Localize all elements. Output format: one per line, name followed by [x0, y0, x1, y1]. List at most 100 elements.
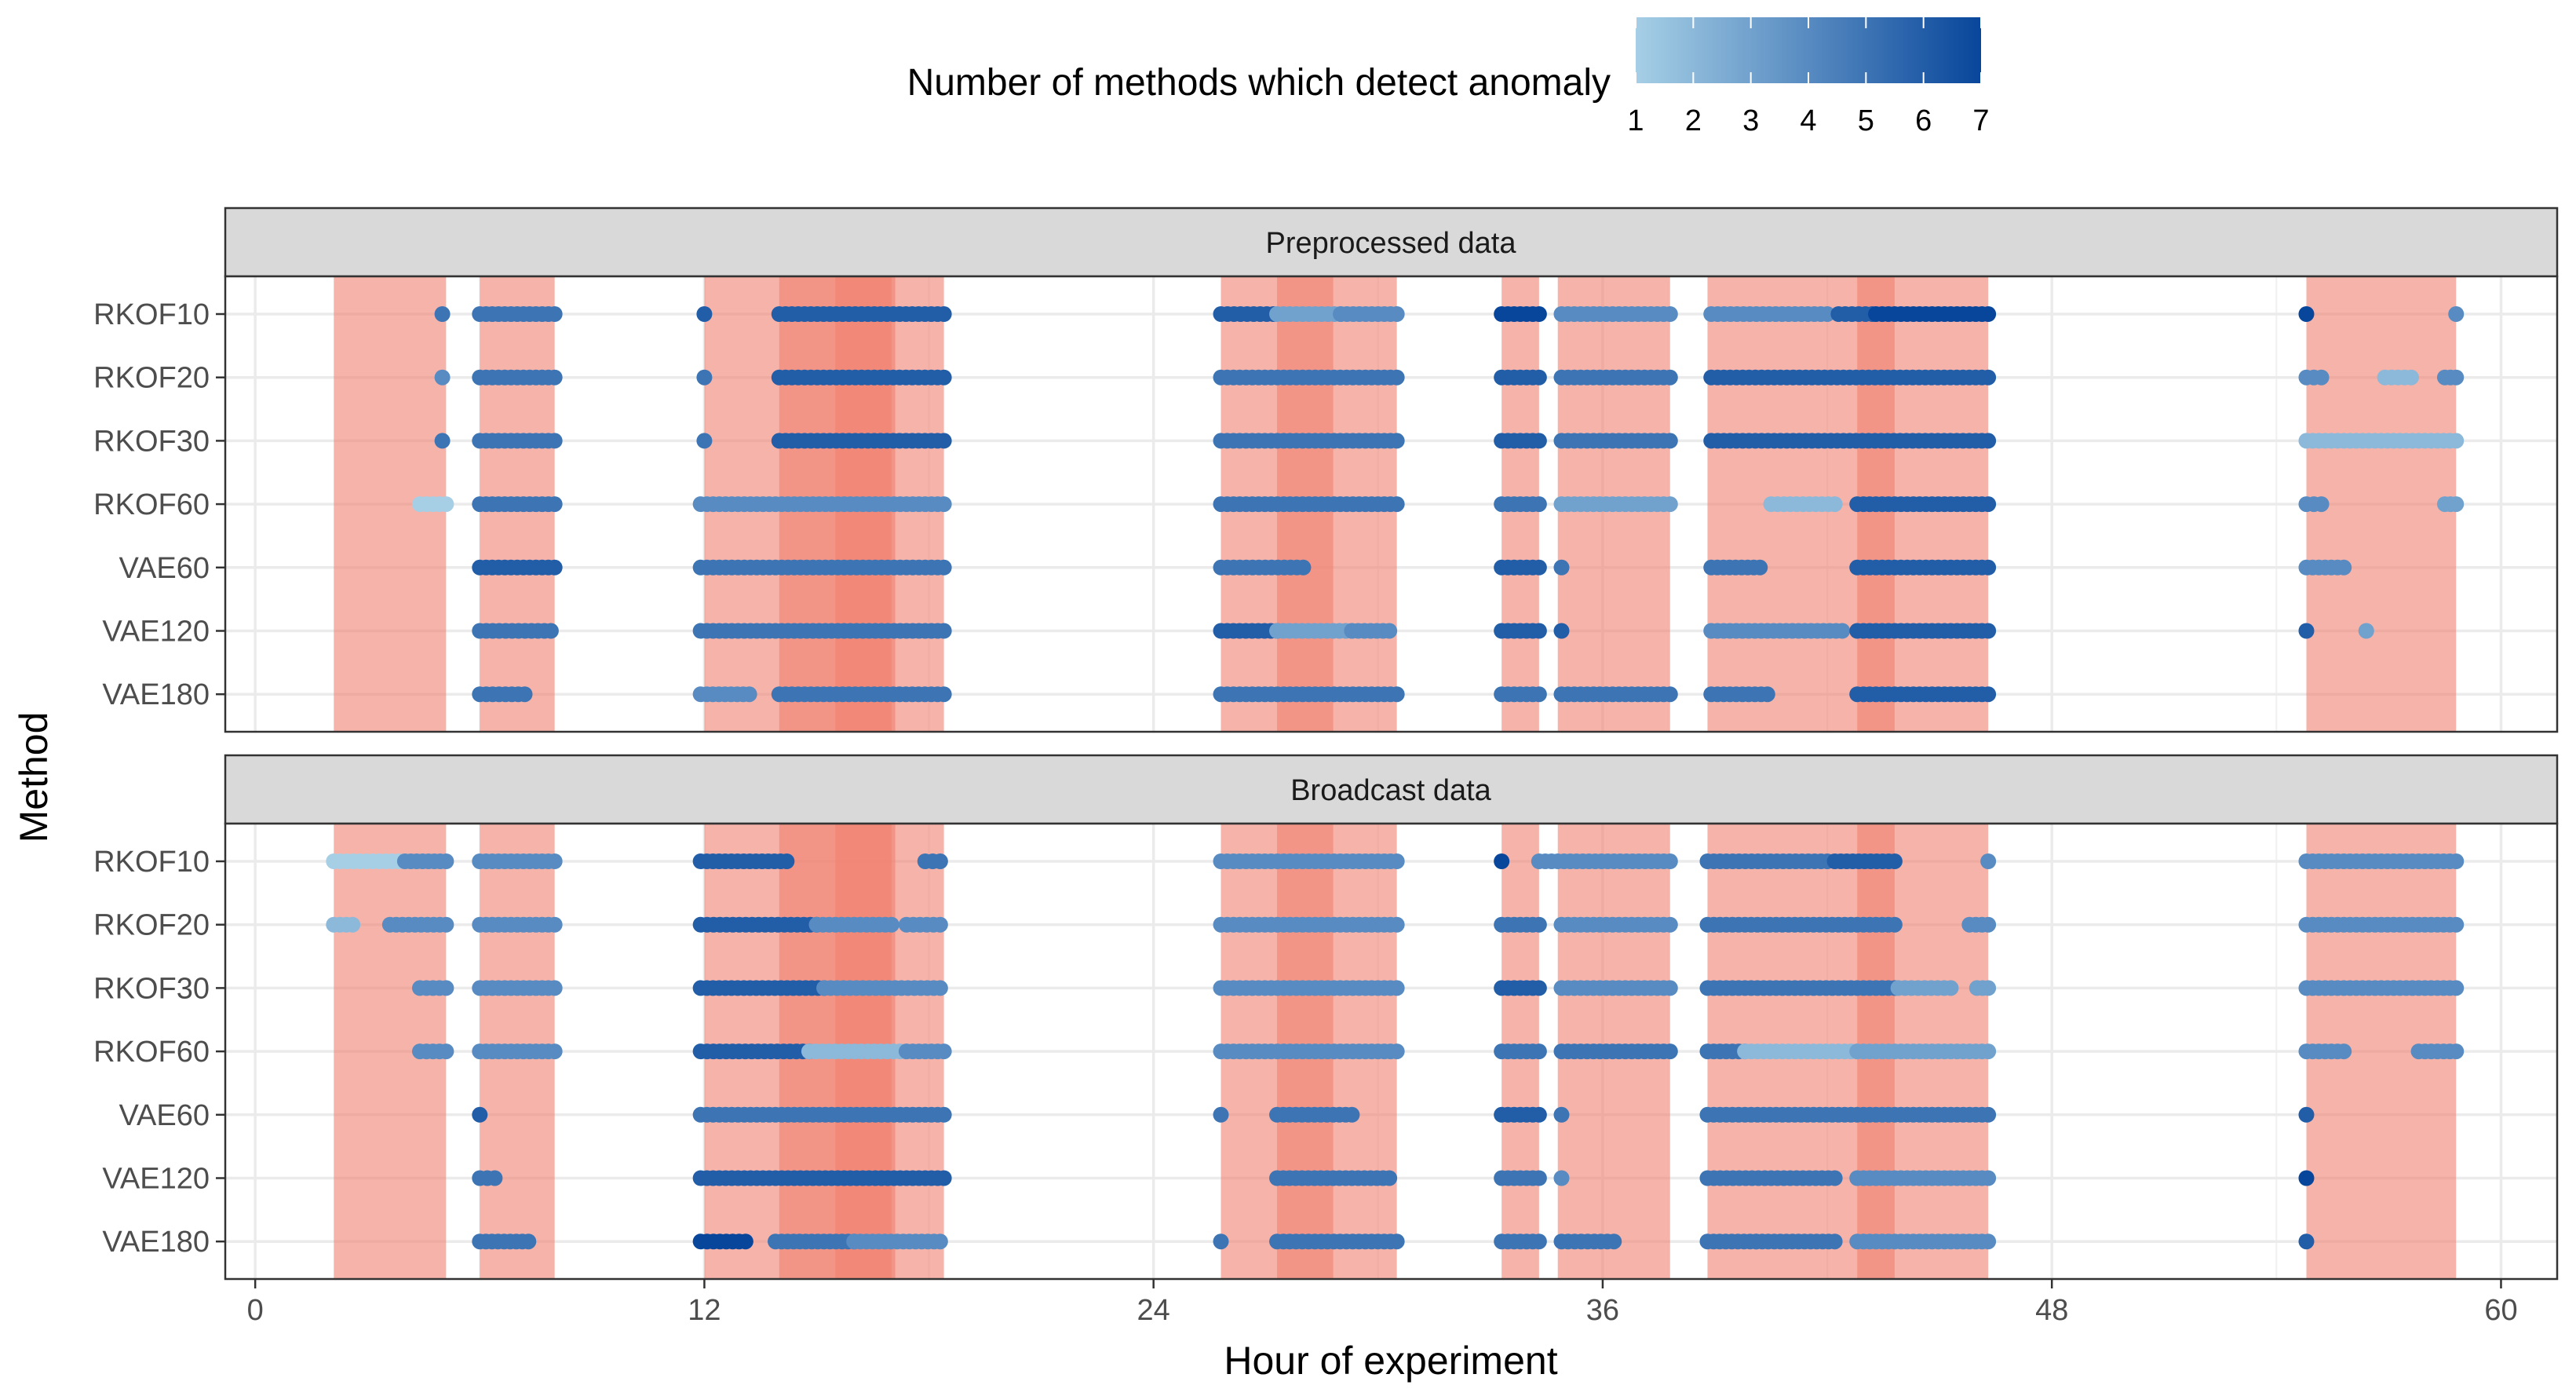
detection-point — [434, 433, 451, 449]
detection-point — [936, 686, 952, 703]
detection-point — [1980, 1233, 1997, 1250]
detection-point — [936, 496, 952, 513]
detection-point — [1980, 916, 1997, 933]
detection-point — [932, 916, 948, 933]
detection-point — [2336, 559, 2352, 576]
legend-tick-label: 1 — [1627, 104, 1644, 137]
detection-point — [1388, 980, 1405, 996]
y-tick-label: VAE180 — [102, 678, 210, 711]
detection-point — [936, 1106, 952, 1123]
detection-point — [741, 686, 757, 703]
detection-point — [438, 853, 454, 869]
detection-point — [1531, 306, 1547, 322]
legend-tick-label: 6 — [1915, 104, 1932, 137]
detection-points — [326, 853, 2465, 1250]
legend-tick-label: 2 — [1685, 104, 1702, 137]
detection-point — [1980, 433, 1997, 449]
detection-point — [1819, 306, 1836, 322]
detection-point — [546, 1043, 563, 1060]
detection-point — [1662, 433, 1678, 449]
y-axis-title: Method — [12, 712, 56, 843]
detection-point — [1826, 1233, 1843, 1250]
detection-point — [1553, 623, 1570, 639]
legend-title: Number of methods which detect anomaly — [907, 62, 1611, 104]
detection-point — [1980, 853, 1997, 869]
x-tick-label: 36 — [1586, 1294, 1619, 1327]
detection-point — [1662, 686, 1678, 703]
panel-preprocessed: Preprocessed data RKOF10RKOF20RKOF30RKOF… — [93, 206, 2559, 733]
detection-point — [1388, 916, 1405, 933]
detection-point — [546, 916, 563, 933]
detection-point — [1662, 369, 1678, 386]
detection-point — [1531, 623, 1547, 639]
detection-points — [411, 306, 2465, 703]
detection-point — [345, 916, 361, 933]
detection-point — [1980, 496, 1997, 513]
detection-point — [520, 1233, 537, 1250]
detection-point — [1980, 1170, 1997, 1186]
detection-point — [1553, 559, 1570, 576]
detection-point — [1980, 686, 1997, 703]
detection-point — [1980, 623, 1997, 639]
detection-point — [1826, 1170, 1843, 1186]
x-tick-label: 48 — [2035, 1294, 2068, 1327]
detection-point — [1980, 980, 1997, 996]
detection-point — [1553, 1106, 1570, 1123]
detection-point — [1531, 1170, 1547, 1186]
y-tick-label: VAE120 — [102, 616, 210, 649]
detection-point — [2298, 1170, 2315, 1186]
detection-point — [2448, 369, 2465, 386]
detection-point — [2448, 1043, 2465, 1060]
detection-point — [546, 559, 563, 576]
detection-point — [1826, 496, 1843, 513]
panel-broadcast: Broadcast data RKOF10 RKOF20 RKOF30 RKOF60 V… — [93, 754, 2559, 1281]
detection-point — [1295, 559, 1312, 576]
detection-point — [1388, 853, 1405, 869]
detection-point — [1980, 559, 1997, 576]
detection-point — [2403, 369, 2420, 386]
anomaly-window — [2306, 276, 2457, 732]
detection-point — [737, 1233, 753, 1250]
y-tick-label: VAE60 — [119, 552, 210, 585]
detection-point — [2358, 623, 2374, 639]
detection-point — [1381, 623, 1398, 639]
detection-point — [1662, 1043, 1678, 1060]
detection-point — [1662, 853, 1678, 869]
detection-point — [2336, 1043, 2352, 1060]
detection-point — [936, 369, 952, 386]
y-tick-label: RKOF10 — [93, 298, 210, 331]
x-tick-label: 12 — [688, 1294, 721, 1327]
detection-point — [1531, 559, 1547, 576]
detection-point — [542, 623, 559, 639]
detection-point — [1531, 916, 1547, 933]
detection-point — [1531, 496, 1547, 513]
detection-point — [1662, 980, 1678, 996]
detection-point — [1759, 686, 1775, 703]
detection-point — [1943, 980, 1959, 996]
detection-point — [1980, 369, 1997, 386]
detection-point — [1662, 496, 1678, 513]
detection-point — [1662, 306, 1678, 322]
detection-point — [1606, 1233, 1622, 1250]
detection-point — [2313, 496, 2330, 513]
detection-point — [883, 916, 899, 933]
detection-point — [2298, 306, 2315, 322]
detection-point — [546, 369, 563, 386]
detection-point — [1381, 1170, 1398, 1186]
detection-point — [1553, 1170, 1570, 1186]
detection-point — [2448, 433, 2465, 449]
detection-point — [1886, 853, 1903, 869]
detection-point — [2448, 853, 2465, 869]
detection-point — [936, 559, 952, 576]
detection-point — [2448, 980, 2465, 996]
y-tick-label: RKOF30 — [93, 972, 210, 1005]
y-axis-ticks: RKOF10 RKOF20 RKOF30 RKOF60 VAE60 VAE120 VAE18… — [93, 846, 225, 1259]
detection-point — [1213, 1233, 1229, 1250]
detection-point — [779, 853, 795, 869]
detection-point — [546, 853, 563, 869]
detection-point — [1662, 916, 1678, 933]
detection-point — [438, 980, 454, 996]
y-tick-label: RKOF60 — [93, 1036, 210, 1069]
detection-point — [546, 496, 563, 513]
panel-strip — [224, 206, 2559, 278]
